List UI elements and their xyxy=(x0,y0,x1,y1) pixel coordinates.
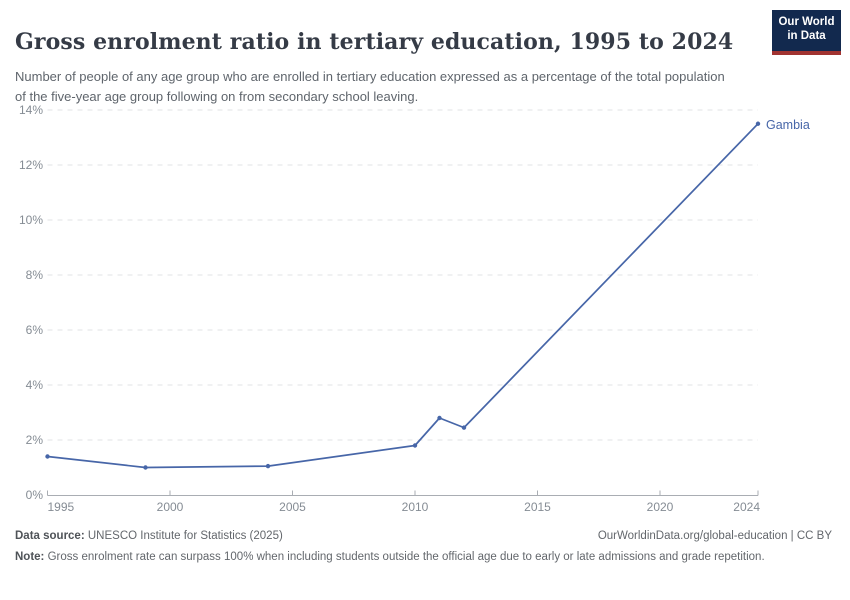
x-axis-tick-label: 2005 xyxy=(279,500,306,514)
chart-footer: Data source: UNESCO Institute for Statis… xyxy=(15,528,832,565)
data-point[interactable] xyxy=(265,463,271,469)
data-source: Data source: UNESCO Institute for Statis… xyxy=(15,528,283,545)
y-axis-tick-label: 10% xyxy=(19,213,43,227)
data-source-text: UNESCO Institute for Statistics (2025) xyxy=(87,530,283,542)
note-text: Gross enrolment rate can surpass 100% wh… xyxy=(47,550,765,563)
x-axis-tick-label: 2024 xyxy=(733,500,760,514)
note-label: Note: xyxy=(15,550,45,563)
owid-url-link[interactable]: OurWorldinData.org/global-education | CC… xyxy=(597,530,832,542)
owid-logo[interactable]: Our World in Data xyxy=(772,10,841,55)
line-chart: 0% 2% 4% 6% 8% 10% 12% 14% 1995 2000 2005 2010 2015 2… xyxy=(19,103,761,514)
data-point[interactable] xyxy=(437,415,442,421)
x-axis-tick-label: 2015 xyxy=(524,500,551,514)
y-axis-tick-label: 0% xyxy=(26,488,44,502)
y-axis-tick-label: 12% xyxy=(19,158,43,172)
x-axis-tick-label: 2010 xyxy=(402,500,429,514)
y-axis-tick-label: 2% xyxy=(26,433,44,447)
data-point[interactable] xyxy=(45,454,50,459)
y-axis-tick-label: 8% xyxy=(26,268,44,282)
data-point[interactable] xyxy=(755,121,761,126)
data-point[interactable] xyxy=(143,465,148,470)
line-series-gambia[interactable] xyxy=(47,123,759,469)
x-axis-tick-label: 2020 xyxy=(647,500,674,514)
chart-title: Gross enrolment ratio in tertiary educat… xyxy=(15,28,734,55)
chart-subtitle: Number of people of any age group who ar… xyxy=(15,69,725,105)
owid-logo-line1: Our World xyxy=(778,16,835,28)
entity-label-gambia[interactable]: Gambia xyxy=(766,118,810,132)
owid-logo-line2: in Data xyxy=(787,30,826,42)
x-axis-tick-label: 1995 xyxy=(48,500,75,514)
data-point[interactable] xyxy=(461,425,467,430)
y-axis-tick-label: 6% xyxy=(26,323,44,337)
y-axis-tick-label: 4% xyxy=(26,378,44,392)
x-axis-tick-label: 2000 xyxy=(157,500,184,514)
data-point[interactable] xyxy=(412,443,418,448)
y-axis-tick-label: 14% xyxy=(19,103,43,117)
data-source-label: Data source: xyxy=(15,530,85,542)
